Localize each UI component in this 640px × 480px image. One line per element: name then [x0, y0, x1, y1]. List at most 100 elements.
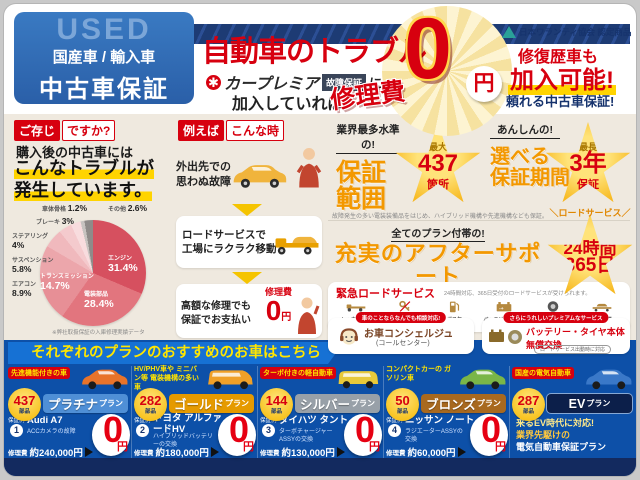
zero-yen-unit: 円	[466, 66, 502, 102]
coverage-count-badge: 144 部品	[260, 388, 293, 421]
plan-tag: コンパクトカーの ガソリン車	[386, 366, 451, 382]
example-heading: 例えば こんな時	[178, 120, 285, 141]
zero-yen-number: 0	[404, 4, 452, 97]
zero-yen-number: 0	[480, 409, 501, 450]
step3-text-b: 保証でお支払い	[181, 314, 251, 326]
arrow-right-icon	[84, 447, 93, 457]
pie-label-suspension: サスペンション 5.8%	[12, 258, 54, 274]
trouble-heading: ご存じ ですか?	[14, 120, 116, 141]
brand-particle: に	[369, 75, 383, 91]
battery-tire-icon	[489, 329, 522, 344]
tow-truck-icon	[346, 304, 366, 312]
arrow-right-icon	[336, 447, 345, 457]
coverage-count-badge: 282 部品	[134, 388, 167, 421]
bottom-strip	[4, 458, 636, 476]
example-issue: ハイブリッドバッテリーの交換	[153, 434, 213, 448]
support-lead: 全てのプラン付帯の!	[391, 229, 485, 242]
concierge-badge: 車のことならなんでも相談対応!	[355, 312, 447, 323]
warranty-flyer[interactable]: USED 国産車 / 輸入車 中古車保証 自動車のトラブル ✱ カープレミア 故…	[4, 4, 636, 476]
brand-badge: 故障保証	[322, 73, 367, 91]
carpremia-logo-icon: ✱	[206, 74, 221, 90]
plan-name-band: シルバー プラン	[295, 394, 380, 413]
pointing-person-illustration	[298, 297, 320, 334]
example-label: 保証例	[260, 418, 277, 424]
plan-name-band: ゴールド プラン	[169, 394, 254, 413]
brand-row: ✱ カープレミア 故障保証 に	[206, 70, 382, 94]
example-step-3: 高額な修理でも 保証でお支払い 修理費 0円	[176, 284, 322, 338]
step3-text-a: 高額な修理でも	[181, 301, 251, 312]
svg-text:-+: -+	[499, 307, 504, 312]
warranty-label: 中古車保証	[39, 76, 169, 103]
coverage-footnote: 故障発生の多い電装装備品をはじめ、ハイブリッド機構や先進機構なども保証。	[332, 214, 548, 220]
roadservice-desc: 24時間対応、365日受付のロードサービスが受けられます。	[444, 291, 591, 297]
pie-label-engine: エンジン 31.4%	[108, 256, 138, 274]
pie-footnote: ※弊社取扱保証の入庫修理実績データ	[52, 330, 145, 336]
coverage-count-badge: 437 部品	[8, 388, 41, 421]
example-issue: ターボチャージャーASSYの交換	[279, 429, 333, 443]
example-number: 2	[136, 424, 149, 437]
car-icon	[82, 369, 128, 390]
used-warranty-box: USED 国産車 / 輸入車 中古車保証	[14, 12, 194, 104]
plans-heading: それぞれのプランのおすすめのお車はこちら	[8, 342, 344, 364]
example-price: 修理費 約130,000円	[260, 445, 345, 459]
example-step-2: ロードサービスで 工場にラクラク移動	[176, 216, 322, 268]
plan-card-gold[interactable]: HV/PHV車や ミニバン等 電装機構の多い車 282 部品 ゴールド プラン 保証…	[132, 366, 258, 459]
period-title-1: 選べる	[490, 146, 550, 168]
example-number: 1	[10, 424, 23, 437]
zero-yen-blob	[92, 414, 130, 456]
zero-yen-blob	[218, 414, 256, 456]
period-star-number: 3年	[569, 150, 607, 178]
coverage-star-top: ＼最大／	[419, 142, 456, 153]
arrow-down-icon	[232, 272, 262, 284]
example-label: 保証例	[386, 418, 403, 424]
arrow-right-icon	[457, 447, 466, 457]
kei-car-icon	[338, 371, 379, 389]
car-carrier-icon	[592, 303, 612, 312]
broken-car-illustration	[233, 165, 287, 188]
plan-tag: HV/PHV車や ミニバン等 電装機構の多い車	[134, 366, 199, 391]
arrow-right-icon	[210, 447, 219, 457]
ev-line-3: 電気自動車保証プラン	[516, 442, 607, 452]
plan-name-band: EV プラン	[547, 394, 632, 413]
pie-label-steering: ステアリング 4%	[12, 234, 49, 250]
zero-yen-blob	[470, 414, 508, 456]
car-types-label: 国産車 / 輸入車	[52, 49, 156, 66]
trouble-pie-area: 車体骨格 1.2% その他 2.6% ブレーキ 3% ステアリング 4% サスペン…	[12, 202, 174, 338]
roadservice-star-label: ＼ロードサービス／	[549, 208, 631, 218]
coverage-title-1: 保証	[336, 159, 387, 187]
example-price: 修理費 約60,000円	[386, 445, 466, 459]
minivan-icon	[208, 370, 253, 390]
association-row: 日本ワランティ協会 認定商品	[502, 26, 631, 38]
concierge-box: 車のことならなんでも相談対応! お車コンシェルジュ (コールセンター)	[328, 312, 474, 354]
coverage-star-number: 437	[417, 150, 459, 178]
plan-name-band: プラチナ プラン	[43, 394, 128, 413]
period-star-top: ＼最長／	[569, 142, 606, 153]
step2-text-a: ロードサービスで	[182, 229, 266, 241]
pie-label-other: その他 2.6%	[108, 203, 148, 213]
example-car: ニッサン ノート	[405, 415, 475, 426]
zero-yen-number: 0	[228, 409, 249, 450]
example-heading-1: 例えば	[178, 120, 225, 141]
plan-card-ev[interactable]: 国産の電気自動車 287 部品 EV プラン 来るEV時代に対応! 業界先駆けの 電…	[510, 366, 635, 458]
example-issue: ラジエーターASSYの交換	[405, 429, 463, 443]
example-car: Audi A7	[27, 415, 63, 426]
feature-coverage: 業界最多水準の! 保証 範囲	[336, 122, 486, 213]
zero-yen-blob	[344, 414, 382, 456]
plan-cards: 先進機能付きの車 437 部品 プラチナ プラン 保証例 1 Audi A7 ACC…	[6, 366, 635, 459]
trouble-heading-q2: ですか?	[62, 120, 116, 141]
period-lead: あんしんの!	[490, 122, 560, 139]
pie-label-body: 車体骨格 1.2%	[42, 203, 88, 213]
premium-service-box: さらにうれしいプレミアムなサービス バッテリー・タイヤ本体無償交換 ロードサービ…	[482, 312, 630, 354]
concierge-subtitle: (コールセンター)	[376, 340, 430, 347]
pie-label-electric: 電装部品 28.4%	[84, 292, 114, 310]
tow-truck-illustration	[275, 236, 319, 255]
plan-card-bronze[interactable]: コンパクトカーの ガソリン車 50 部品 ブロンズ プラン 保証例 4 ニッサン ノ…	[384, 366, 510, 459]
middle-band: ご存じ ですか? 購入後の中古車には こんなトラブルが 発生しています。 車体骨格…	[4, 114, 636, 354]
trouble-line3: 発生しています。	[14, 180, 152, 201]
brand-name: カープレミア	[224, 76, 320, 93]
pie-label-aircon: エアコン 8.9%	[12, 282, 37, 298]
plan-card-silver[interactable]: ターボ付きの軽自動車 144 部品 シルバー プラン 保証例 3 ダイハツ タント …	[258, 366, 384, 459]
plan-card-platinum[interactable]: 先進機能付きの車 437 部品 プラチナ プラン 保証例 1 Audi A7 ACC…	[6, 366, 132, 459]
example-car: ダイハツ タント	[279, 415, 348, 426]
trouble-section: ご存じ ですか? 購入後の中古車には こんなトラブルが 発生しています。 車体骨格…	[12, 114, 174, 340]
